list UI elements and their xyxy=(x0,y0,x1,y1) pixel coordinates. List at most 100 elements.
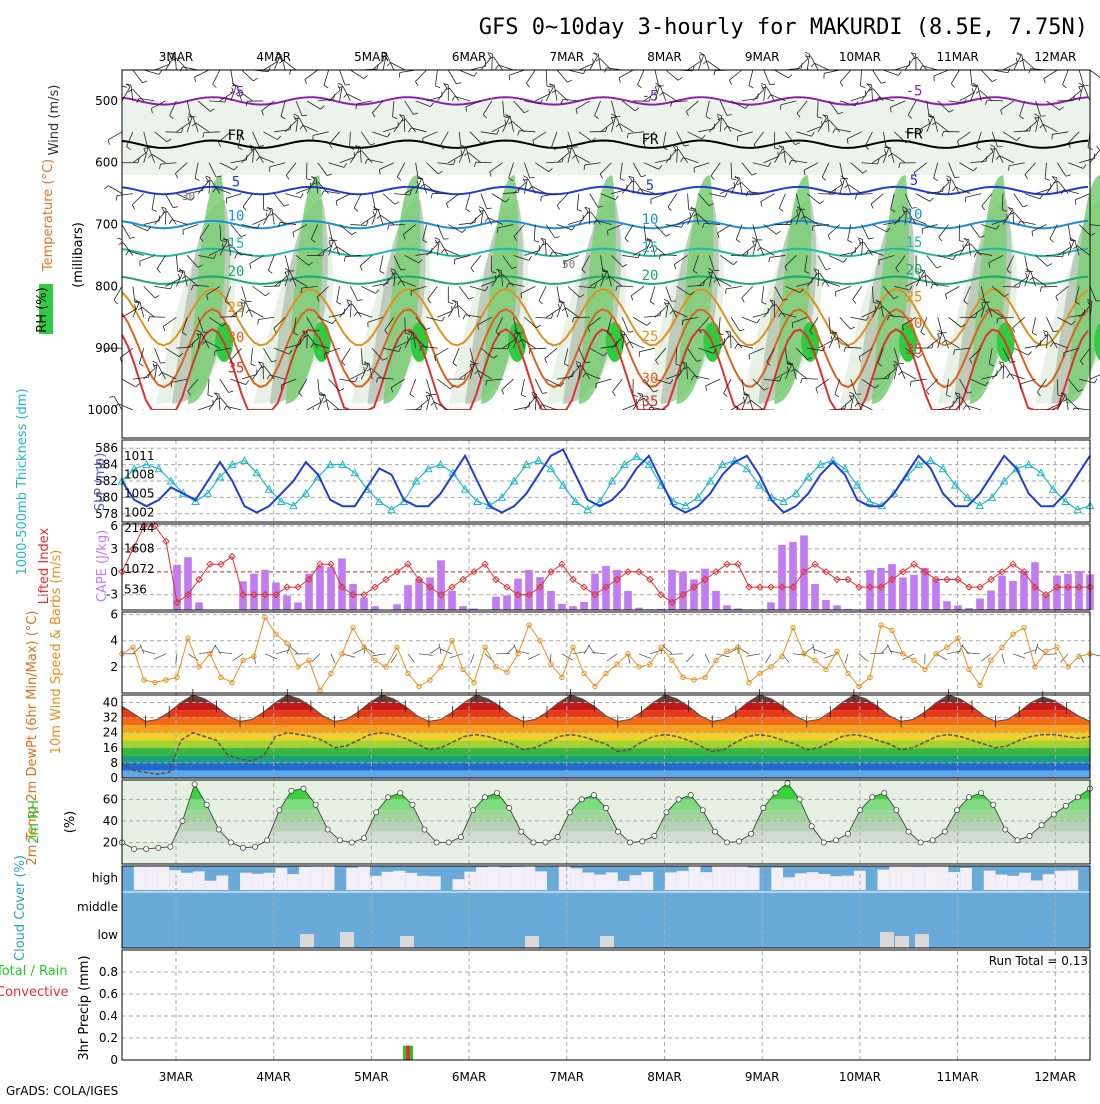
cloud-high-clear xyxy=(736,866,748,890)
cape-bar xyxy=(492,597,500,610)
cape-bar xyxy=(1020,571,1028,610)
wind-barb-flag xyxy=(628,332,633,333)
rh-marker xyxy=(289,788,294,793)
wind-barb-flag xyxy=(699,56,701,61)
cloud-high-clear xyxy=(1055,871,1067,890)
cloud-high-clear xyxy=(689,866,701,890)
date-label-bottom: 10MAR xyxy=(839,1070,881,1084)
slp-tick: 1008 xyxy=(124,468,155,482)
isotherm-label: FR xyxy=(906,127,923,143)
cloud-high-clear xyxy=(417,876,429,890)
date-label-bottom: 12MAR xyxy=(1034,1070,1076,1084)
wind-barb xyxy=(166,209,167,225)
date-label-bottom: 5MAR xyxy=(354,1070,389,1084)
cape-bar xyxy=(316,566,324,610)
rh-marker xyxy=(749,831,754,836)
cloud-low-clear xyxy=(340,932,354,948)
wind-barb xyxy=(590,56,598,70)
date-label-bottom: 8MAR xyxy=(647,1070,682,1084)
rh-marker xyxy=(470,808,475,813)
isotherm-label: 15 xyxy=(906,235,923,251)
wind-barb-flag xyxy=(105,186,109,190)
rh-marker xyxy=(361,836,366,841)
cloud-high-clear xyxy=(960,868,972,890)
ylabel-wind: Wind (m/s) xyxy=(47,85,62,156)
rh-marker xyxy=(1015,838,1020,843)
isotherm-label: 5 xyxy=(646,178,654,194)
date-label-top: 9MAR xyxy=(745,50,780,64)
isotherm-label: 20 xyxy=(228,264,245,280)
precip-tick: 0.6 xyxy=(99,987,118,1001)
cloud-high-clear xyxy=(606,872,618,890)
isotherm-label: 10 xyxy=(906,207,923,223)
li-tick: 3 xyxy=(110,542,118,556)
temp-band xyxy=(122,725,1090,733)
rh-marker xyxy=(349,840,354,845)
cloud-high-clear xyxy=(878,870,890,890)
wind-barb xyxy=(1041,286,1057,287)
cape-bar xyxy=(811,584,819,610)
cloud-high-clear xyxy=(181,873,193,890)
cape-bar xyxy=(283,595,291,610)
temp-tick: 0 xyxy=(110,771,118,785)
li-tick: 0 xyxy=(110,565,118,579)
wind-barb xyxy=(818,270,819,286)
rh-contour-label: 30 xyxy=(182,190,195,203)
cloud-high-clear xyxy=(275,868,287,890)
wind-barb-flag xyxy=(496,65,499,69)
cloud-high-clear xyxy=(641,872,653,890)
cloud-high-clear xyxy=(712,866,724,890)
isotherm-label: 35 xyxy=(228,360,245,376)
wind-barb-flag xyxy=(955,177,960,178)
cloud-high-clear xyxy=(523,866,535,890)
cloud-high-clear xyxy=(665,872,677,890)
cape-bar xyxy=(261,570,269,610)
cape-bar xyxy=(767,602,775,610)
wind-barb xyxy=(731,163,732,179)
rh-marker xyxy=(216,827,221,832)
rh-marker xyxy=(132,846,137,851)
cloud-high-clear xyxy=(299,867,311,890)
cape-bar xyxy=(822,600,830,610)
cloud-high-clear xyxy=(1007,876,1019,890)
cape-bar xyxy=(668,570,676,610)
wind-barb-flag xyxy=(938,333,943,334)
rh-tick: 20 xyxy=(103,835,118,849)
cloud-high-clear xyxy=(559,866,571,890)
wind-barb-flag xyxy=(116,196,117,201)
wind-tick: 2 xyxy=(110,660,118,674)
rh-marker xyxy=(676,797,681,802)
temp-tick: 32 xyxy=(103,711,118,725)
ylabel-cape: CAPE (J/kg) xyxy=(95,530,110,602)
cloud-high-clear xyxy=(1043,874,1055,890)
wind-barb xyxy=(108,186,122,194)
cape-tick: 2144 xyxy=(124,521,155,535)
wind-barb xyxy=(802,379,818,380)
wind-barb-flag xyxy=(611,117,616,118)
cloud-high-clear xyxy=(193,871,205,890)
date-label-top: 10MAR xyxy=(839,50,881,64)
cape-bar xyxy=(998,576,1006,610)
rh-marker xyxy=(1075,795,1080,800)
cloud-high-clear xyxy=(913,867,925,890)
wind-barb-flag xyxy=(1016,58,1017,63)
rh-marker xyxy=(845,831,850,836)
cape-bar xyxy=(569,606,577,610)
cloud-row-label: high xyxy=(92,871,118,885)
cape-bar xyxy=(624,591,632,610)
cloud-high-clear xyxy=(830,876,842,890)
rh-band xyxy=(122,842,1090,864)
cloud-high-clear xyxy=(807,872,819,890)
wind-barb xyxy=(405,409,421,410)
rh-marker xyxy=(882,790,887,795)
panel-fills xyxy=(122,70,1100,1060)
isotherm-label: -5 xyxy=(642,89,659,105)
rh-marker xyxy=(1051,812,1056,817)
wind-barb-flag xyxy=(109,396,114,397)
legend-convective: Convective xyxy=(0,985,69,1000)
cape-bar xyxy=(536,577,544,610)
temp-band xyxy=(122,763,1090,771)
wind-barb-flag xyxy=(302,115,307,116)
wind-barb-flag xyxy=(593,54,598,55)
rh-marker xyxy=(458,834,463,839)
